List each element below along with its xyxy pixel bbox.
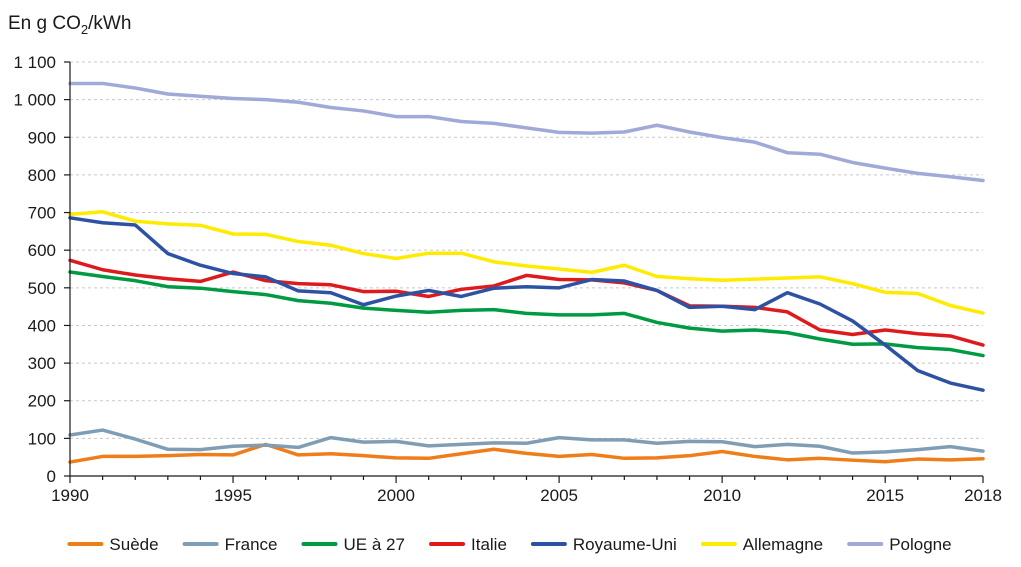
series-line-allemagne [68,210,985,315]
legend-label: Pologne [889,535,951,554]
series-line-italie [68,258,985,347]
y-tick-label: 400 [28,316,56,335]
y-tick-label: 500 [28,279,56,298]
legend-label: Italie [471,535,507,554]
legend-label: France [225,535,278,554]
y-tick-label: 200 [28,392,56,411]
y-tick-label: 800 [28,166,56,185]
legend-item: Suède [67,535,159,554]
x-tick-label: 2010 [703,486,741,505]
legend-item: Allemagne [700,535,823,554]
y-tick-label: 1 100 [13,53,56,72]
legend-label: UE à 27 [344,535,405,554]
y-tick-label: 900 [28,128,56,147]
x-tick-label: 2018 [964,486,1002,505]
y-tick-label: 100 [28,429,56,448]
legend-label: Suède [109,535,158,554]
series-line-ue-27 [68,270,985,358]
x-tick-label: 1990 [51,486,89,505]
y-tick-label: 300 [28,354,56,373]
legend-item: UE à 27 [301,535,405,554]
legend-item: Pologne [847,535,952,554]
series-line-pologne [68,81,985,183]
series-line-royaume-uni [68,216,985,392]
x-tick-label: 2000 [377,486,415,505]
y-axis-unit-label: En g CO2/kWh [8,13,131,37]
x-tick-label: 2005 [540,486,578,505]
legend-item: Royaume-Uni [530,535,677,554]
y-tick-label: 600 [28,241,56,260]
series-line-su-de [68,442,985,464]
series-lines [68,81,985,464]
x-tick-label: 1995 [214,486,252,505]
legend-label: Royaume-Uni [573,535,677,554]
legend-item: France [182,535,278,554]
gridlines [70,61,983,439]
y-tick-label: 0 [47,467,56,486]
x-tick-label: 2015 [866,486,904,505]
legend: Suède France UE à 27 Italie Royaume-Uni Allem… [67,535,952,554]
y-tick-label: 1 000 [13,91,56,110]
axes: 0 100 200 300 400 500 600 700 800 900 1 000 1 100 19… [13,53,1001,505]
legend-label: Allemagne [743,535,823,554]
legend-item: Italie [429,535,507,554]
y-tick-label: 700 [28,204,56,223]
series-line-france [68,428,985,455]
